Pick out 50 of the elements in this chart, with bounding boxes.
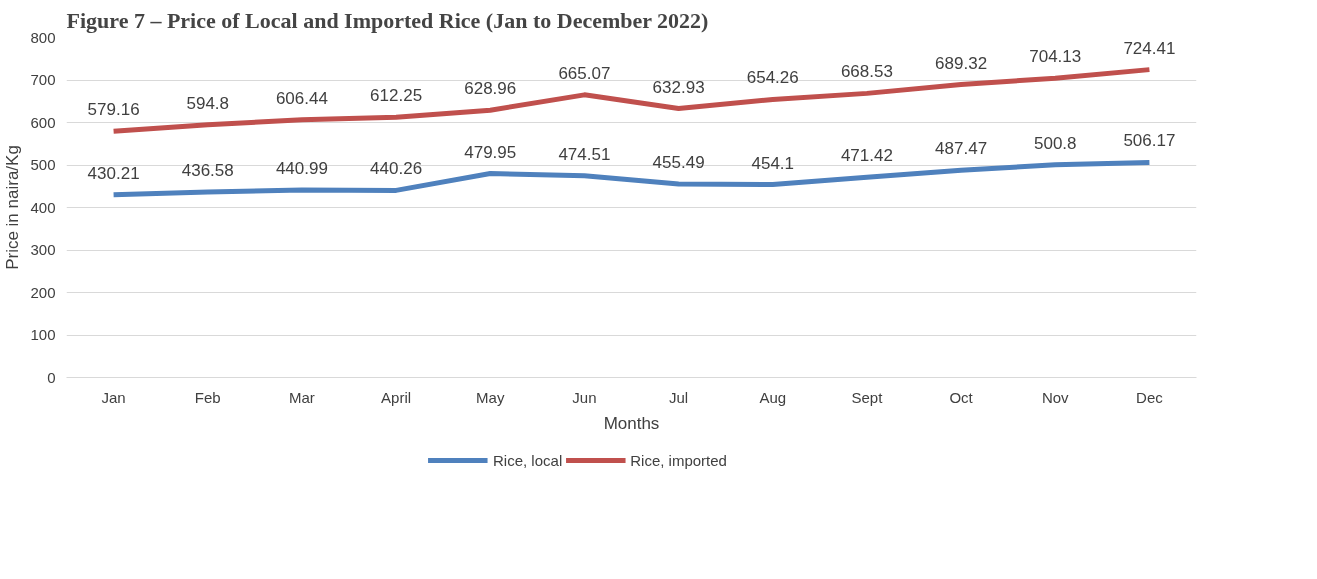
y-tick-label: 400 xyxy=(30,198,56,216)
legend-label: Rice, local xyxy=(493,451,563,469)
y-tick-label: 200 xyxy=(30,283,56,301)
y-tick-label: 600 xyxy=(30,113,56,131)
x-tick-label: Jul xyxy=(669,388,689,406)
data-label: 665.07 xyxy=(558,63,611,83)
data-label: 612.25 xyxy=(370,86,423,106)
data-label: 471.42 xyxy=(840,146,893,166)
data-label: 606.44 xyxy=(275,88,328,108)
x-tick-label: Dec xyxy=(1136,388,1164,406)
data-label: 436.58 xyxy=(181,160,234,180)
x-tick-label: Mar xyxy=(289,388,315,406)
y-tick-label: 100 xyxy=(30,326,56,343)
data-label: 579.16 xyxy=(87,100,140,120)
data-label: 430.21 xyxy=(87,163,140,183)
data-label: 668.53 xyxy=(840,62,893,82)
data-label: 628.96 xyxy=(464,79,517,99)
y-tick-label: 0 xyxy=(47,368,56,386)
x-tick-label: April xyxy=(381,388,412,406)
data-label: 704.13 xyxy=(1029,47,1082,67)
data-label: 474.51 xyxy=(558,144,611,164)
x-tick-label: Sept xyxy=(851,388,884,406)
y-tick-label: 500 xyxy=(30,156,56,173)
chart-title: Figure 7 – Price of Local and Imported Rice (Jan to December 2022) xyxy=(66,7,709,33)
data-label: 440.99 xyxy=(275,159,328,179)
y-tick-label: 700 xyxy=(30,71,56,88)
data-label: 479.95 xyxy=(464,142,517,162)
data-label: 654.26 xyxy=(746,68,799,88)
legend-label: Rice, imported xyxy=(630,451,727,469)
data-label: 500.8 xyxy=(1033,133,1077,153)
x-tick-label: Feb xyxy=(194,388,221,406)
x-tick-label: Aug xyxy=(759,388,787,406)
y-tick-label: 800 xyxy=(30,28,56,46)
data-label: 689.32 xyxy=(935,53,988,73)
x-axis-title: Months xyxy=(603,413,660,433)
data-label: 440.26 xyxy=(370,159,423,179)
data-label: 594.8 xyxy=(186,93,230,113)
x-tick-label: Jan xyxy=(101,388,126,406)
x-tick-label: Jun xyxy=(572,388,597,406)
data-label: 455.49 xyxy=(652,152,705,172)
data-label: 632.93 xyxy=(652,77,705,97)
x-tick-label: May xyxy=(476,388,505,406)
y-axis-title: Price in naira/Kg xyxy=(3,145,23,270)
data-label: 454.1 xyxy=(751,153,795,173)
x-tick-label: Oct xyxy=(949,388,974,406)
data-label: 487.47 xyxy=(935,139,988,159)
data-label: 506.17 xyxy=(1123,131,1176,151)
x-tick-label: Nov xyxy=(1041,388,1070,406)
data-label: 724.41 xyxy=(1123,38,1176,58)
y-tick-label: 300 xyxy=(30,241,56,258)
